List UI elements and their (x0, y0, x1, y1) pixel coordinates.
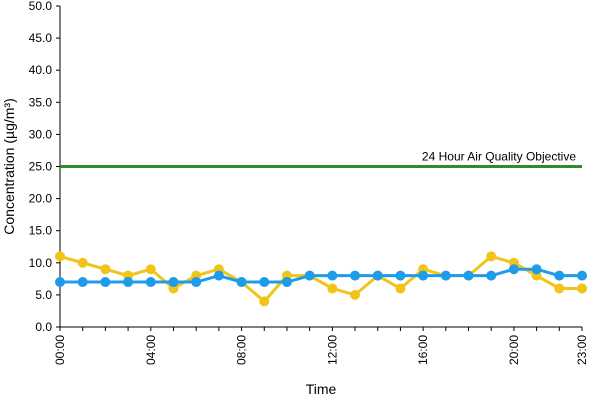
series-1 (55, 251, 587, 307)
y-tick-label: 5.0 (35, 288, 52, 302)
x-tick-label: 16:00 (416, 335, 430, 365)
data-point (486, 270, 497, 281)
x-tick-label: 08:00 (235, 335, 249, 365)
data-point (350, 270, 361, 281)
series-group (55, 251, 587, 307)
y-tick-label: 35.0 (29, 95, 53, 109)
data-point (418, 270, 429, 281)
data-point (304, 270, 315, 281)
data-point (508, 264, 519, 275)
air-quality-objective-label: 24 Hour Air Quality Objective (422, 150, 576, 164)
x-axis-title: Time (306, 381, 337, 397)
data-point (168, 277, 179, 288)
y-tick-label: 50.0 (29, 0, 53, 13)
data-point (395, 270, 406, 281)
data-point (123, 277, 134, 288)
data-point (463, 270, 474, 281)
x-tick-label: 20:00 (507, 335, 521, 365)
data-point (577, 283, 587, 294)
data-point (486, 251, 497, 262)
data-point (191, 277, 202, 288)
y-tick-label: 30.0 (29, 127, 53, 141)
data-point (577, 270, 587, 281)
data-point (236, 277, 247, 288)
data-point (440, 270, 451, 281)
x-axis: 00:00 04:00 08:00 12:00 16:00 20:00 23:00 (53, 326, 589, 365)
y-tick-label: 45.0 (29, 31, 53, 45)
series-line (59, 254, 582, 303)
data-point (327, 283, 338, 294)
data-point (100, 277, 111, 288)
data-point (145, 264, 156, 275)
y-axis: 0.0 5.0 10.0 15.0 20.0 25.0 30.0 35.0 40.0 45.0 50… (29, 0, 61, 334)
series-line (60, 267, 582, 284)
data-point (259, 296, 270, 307)
data-point (145, 277, 156, 288)
data-point (55, 251, 65, 262)
x-tick-label: 23:00 (575, 335, 589, 365)
x-tick-label: 12:00 (325, 335, 339, 365)
y-tick-label: 10.0 (29, 256, 53, 270)
data-point (77, 277, 88, 288)
x-tick-label: 00:00 (53, 335, 67, 365)
data-point (554, 283, 565, 294)
y-tick-label: 0.0 (35, 320, 52, 334)
data-point (77, 257, 88, 268)
reference-line-group: 24 Hour Air Quality Objective (60, 150, 582, 168)
x-tick-label: 04:00 (144, 335, 158, 365)
y-tick-label: 20.0 (29, 192, 53, 206)
data-point (531, 264, 542, 275)
data-point (395, 283, 406, 294)
y-tick-label: 40.0 (29, 63, 53, 77)
data-point (350, 289, 361, 300)
data-point (213, 270, 224, 281)
data-point (55, 277, 65, 288)
y-tick-label: 25.0 (29, 160, 53, 174)
y-tick-label: 15.0 (29, 224, 53, 238)
data-point (554, 270, 565, 281)
data-point (259, 277, 270, 288)
series-2 (55, 264, 587, 288)
y-axis-title: Concentration (µg/m³) (1, 98, 17, 234)
data-point (327, 270, 338, 281)
data-point (372, 270, 383, 281)
data-point (281, 277, 292, 288)
data-point (100, 264, 111, 275)
